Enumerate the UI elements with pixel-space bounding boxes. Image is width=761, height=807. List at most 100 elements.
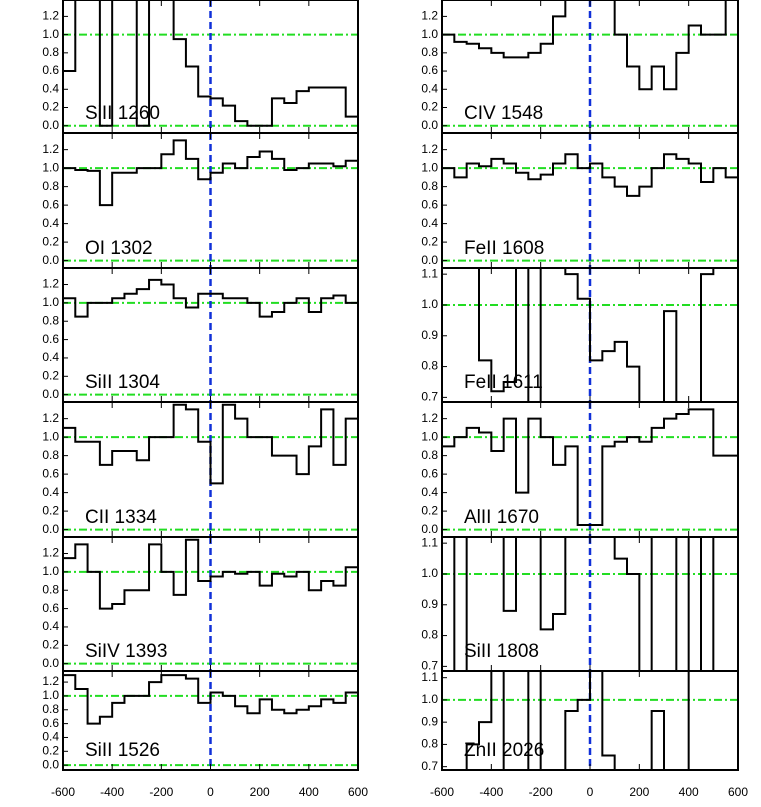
y-tick-label: 1.0 — [421, 160, 438, 174]
line-label: ZnII 2026 — [464, 740, 544, 761]
x-tick-label: 0 — [587, 785, 594, 799]
panel — [442, 268, 738, 402]
line-label: FeII 1611 — [464, 372, 543, 393]
x-tick-label: 600 — [728, 785, 748, 799]
y-tick-label: 0.0 — [421, 118, 438, 132]
y-tick-label: 0.2 — [421, 503, 438, 517]
y-tick-label: 0.0 — [42, 253, 59, 267]
spectrum-step — [63, 139, 358, 207]
y-tick-label: 1.0 — [421, 566, 438, 580]
x-tick-label: -600 — [430, 785, 454, 799]
y-tick-label: 1.2 — [42, 142, 59, 156]
y-tick-label: 0.0 — [421, 253, 438, 267]
y-tick-label: 0.2 — [42, 637, 59, 651]
y-tick-label: 0.6 — [421, 63, 438, 77]
y-tick-label: 0.7 — [421, 659, 438, 673]
x-tick-label: 400 — [299, 785, 319, 799]
y-tick-label: 0.4 — [42, 619, 59, 633]
y-tick-label: 0.9 — [421, 328, 438, 342]
x-tick-label: -200 — [149, 785, 173, 799]
spectrum-step — [63, 278, 358, 318]
y-tick-label: 0.8 — [421, 359, 438, 373]
line-label: CIV 1548 — [464, 103, 543, 124]
spectrum-step — [63, 674, 358, 725]
x-tick-label: -400 — [100, 785, 124, 799]
y-tick-label: 1.0 — [42, 564, 59, 578]
y-tick-label: 0.0 — [42, 757, 59, 771]
y-tick-label: 0.8 — [42, 45, 59, 59]
y-tick-label: 1.0 — [421, 429, 438, 443]
line-label: SiII 1260 — [85, 103, 160, 124]
y-tick-label: 1.2 — [42, 674, 59, 688]
spectrum-step — [453, 537, 715, 671]
line-label: SiII 1808 — [464, 641, 539, 662]
y-tick-label: 0.8 — [42, 179, 59, 193]
y-tick-label: 0.6 — [42, 466, 59, 480]
y-tick-label: 1.2 — [42, 546, 59, 560]
y-tick-label: 0.4 — [42, 81, 59, 95]
y-tick-label: 1.2 — [42, 277, 59, 291]
y-tick-label: 1.2 — [421, 411, 438, 425]
y-tick-label: 0.8 — [421, 45, 438, 59]
y-tick-label: 1.0 — [421, 297, 438, 311]
y-tick-label: 0.4 — [421, 485, 438, 499]
y-tick-label: 0.8 — [421, 628, 438, 642]
line-label: SiII 1304 — [85, 372, 160, 393]
line-label: AlII 1670 — [464, 507, 539, 528]
y-tick-label: 0.0 — [42, 656, 59, 670]
y-tick-label: 0.4 — [421, 81, 438, 95]
y-tick-label: 1.2 — [421, 142, 438, 156]
y-tick-label: 0.0 — [42, 118, 59, 132]
y-tick-label: 0.4 — [42, 216, 59, 230]
y-tick-label: 0.8 — [421, 448, 438, 462]
panel — [63, 537, 358, 671]
y-tick-label: 0.0 — [42, 522, 59, 536]
y-tick-label: 0.9 — [421, 597, 438, 611]
y-tick-label: 0.4 — [42, 730, 59, 744]
y-tick-label: 0.2 — [42, 503, 59, 517]
y-tick-label: 0.4 — [421, 216, 438, 230]
y-tick-label: 0.6 — [42, 601, 59, 615]
spectrum-step — [465, 671, 690, 770]
x-tick-label: 0 — [207, 785, 214, 799]
y-tick-label: 1.1 — [421, 266, 438, 280]
y-tick-label: 0.6 — [421, 197, 438, 211]
y-tick-label: 1.0 — [421, 692, 438, 706]
x-tick-label: 400 — [679, 785, 699, 799]
x-tick-label: 600 — [348, 785, 368, 799]
panel — [63, 133, 358, 268]
panel — [442, 133, 738, 268]
panel — [63, 402, 358, 537]
y-tick-label: 0.2 — [42, 234, 59, 248]
y-tick-label: 0.2 — [42, 743, 59, 757]
y-tick-label: 1.1 — [421, 670, 438, 684]
y-tick-label: 1.2 — [421, 9, 438, 23]
panel — [63, 268, 358, 402]
y-tick-label: 0.8 — [42, 582, 59, 596]
x-tick-label: 200 — [629, 785, 649, 799]
line-label: SiIV 1393 — [85, 641, 167, 662]
y-tick-label: 0.8 — [421, 737, 438, 751]
x-tick-label: -600 — [51, 785, 75, 799]
y-tick-label: 1.0 — [421, 27, 438, 41]
line-label: FeII 1608 — [464, 238, 544, 259]
y-tick-label: 0.0 — [42, 387, 59, 401]
y-tick-label: 1.1 — [421, 535, 438, 549]
y-tick-label: 0.6 — [42, 332, 59, 346]
y-tick-label: 0.6 — [42, 716, 59, 730]
y-tick-label: 0.2 — [42, 100, 59, 114]
spectrum-step — [442, 0, 727, 91]
y-tick-label: 1.2 — [42, 411, 59, 425]
y-tick-label: 0.4 — [42, 485, 59, 499]
y-tick-label: 0.4 — [42, 350, 59, 364]
panel — [442, 537, 738, 671]
spectrum-step — [442, 408, 738, 526]
panel — [442, 671, 738, 770]
y-tick-label: 0.9 — [421, 714, 438, 728]
y-tick-label: 0.6 — [42, 63, 59, 77]
y-tick-label: 0.8 — [42, 313, 59, 327]
x-tick-label: 200 — [250, 785, 270, 799]
y-tick-label: 1.0 — [42, 429, 59, 443]
y-tick-label: 0.8 — [42, 448, 59, 462]
